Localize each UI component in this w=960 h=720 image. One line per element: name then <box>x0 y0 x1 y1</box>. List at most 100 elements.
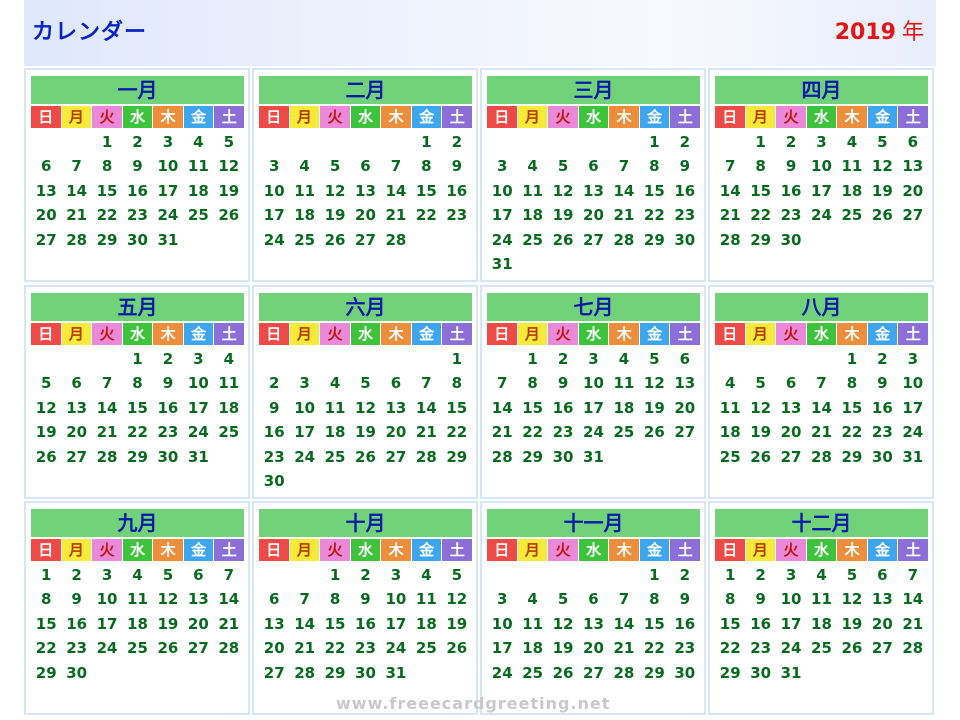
day-cell: 17 <box>902 398 924 417</box>
day-cell: 3 <box>816 133 827 151</box>
day-cell: 26 <box>355 447 376 466</box>
day-cell: 19 <box>35 423 57 442</box>
weekday-friday: 金 <box>411 539 442 561</box>
day-cell: 25 <box>841 206 863 225</box>
year-number: 2019 <box>834 20 896 45</box>
day-cell: 19 <box>841 614 863 633</box>
day-cell: 15 <box>719 614 741 633</box>
day-cell: 5 <box>557 590 569 609</box>
day-cell: 8 <box>649 157 660 176</box>
day-cell: 9 <box>755 590 766 609</box>
weekday-header-row: 日月火水木金土 <box>715 323 929 345</box>
day-cell: 7 <box>390 157 402 176</box>
day-cell: 1 <box>101 133 113 151</box>
day-cell: 14 <box>294 614 316 633</box>
empty-cell <box>350 130 380 154</box>
day-cell: 10 <box>491 614 513 633</box>
day-cell: 10 <box>385 590 407 609</box>
day-cell: 8 <box>724 590 736 609</box>
day-cell: 14 <box>385 181 407 200</box>
day-cell: 9 <box>451 157 462 176</box>
day-cell: 17 <box>157 181 179 200</box>
empty-cell <box>259 563 289 587</box>
day-cell: 28 <box>811 447 832 466</box>
day-cell: 31 <box>780 663 802 682</box>
day-cell: 22 <box>841 423 863 442</box>
day-cell: 3 <box>785 566 797 584</box>
day-cell: 27 <box>871 639 893 658</box>
day-cell: 19 <box>552 206 574 225</box>
weekday-monday: 月 <box>289 539 320 561</box>
day-grid: 1 2 3 4 5 6 7 8 9 10 11 12 13 14 15 16 17 18 19 20 21 22 23 24 2… <box>715 130 928 252</box>
day-cell: 21 <box>719 206 741 225</box>
day-cell: 18 <box>187 181 209 200</box>
weekday-thursday: 木 <box>609 539 639 561</box>
day-cell: 23 <box>780 206 802 225</box>
weekday-tuesday: 火 <box>92 539 122 561</box>
day-cell: 24 <box>811 206 832 225</box>
day-cell: 2 <box>557 350 569 368</box>
weekday-sunday: 日 <box>487 539 517 561</box>
day-cell: 23 <box>750 639 772 658</box>
weekday-saturday: 土 <box>670 539 701 561</box>
day-cell: 16 <box>871 398 893 417</box>
day-cell: 14 <box>719 181 741 200</box>
day-cell: 26 <box>324 230 346 249</box>
day-cell: 9 <box>162 374 174 393</box>
weekday-thursday: 木 <box>153 539 183 561</box>
day-cell: 27 <box>385 447 407 466</box>
day-cell: 20 <box>385 423 407 442</box>
day-cell: 29 <box>127 447 148 466</box>
day-cell: 14 <box>811 398 832 417</box>
day-cell: 8 <box>649 590 660 609</box>
empty-cell <box>487 130 517 154</box>
day-cell: 20 <box>871 614 893 633</box>
empty-cell <box>548 130 578 154</box>
day-cell: 13 <box>66 398 88 417</box>
day-cell: 3 <box>193 350 204 368</box>
empty-cell <box>259 130 289 154</box>
day-cell: 1 <box>649 133 660 151</box>
day-cell: 30 <box>674 230 696 249</box>
day-cell: 8 <box>132 374 143 393</box>
day-cell: 26 <box>750 447 772 466</box>
day-cell: 11 <box>187 157 209 176</box>
day-cell: 10 <box>583 374 604 393</box>
day-cell: 31 <box>902 447 924 466</box>
day-cell: 29 <box>643 230 665 249</box>
calendar-grid: 一月日月火水木金土 1 2 3 4 5 6 7 8 9 10 11 12 13 14 15 16 17 18 19 20… <box>24 68 936 720</box>
day-cell: 13 <box>355 181 376 200</box>
day-cell: 8 <box>527 374 538 393</box>
weekday-thursday: 木 <box>837 106 867 128</box>
weekday-tuesday: 火 <box>776 106 806 128</box>
day-grid: 1 2 3 4 5 6 7 8 9 10 11 12 13 14 15 16 17 18 19 20 21 22 23 24 2… <box>259 130 472 252</box>
day-cell: 5 <box>40 374 52 393</box>
day-cell: 14 <box>902 590 924 609</box>
weekday-header-row: 日月火水木金土 <box>487 323 701 345</box>
weekday-saturday: 土 <box>442 106 473 128</box>
weekday-thursday: 木 <box>837 323 867 345</box>
day-cell: 10 <box>491 181 513 200</box>
day-cell: 2 <box>132 133 143 151</box>
day-cell: 22 <box>750 206 772 225</box>
day-cell: 5 <box>223 133 234 151</box>
day-cell: 31 <box>583 447 604 466</box>
weekday-friday: 金 <box>183 106 214 128</box>
day-cell: 24 <box>583 423 604 442</box>
day-cell: 27 <box>780 447 802 466</box>
day-cell: 25 <box>415 639 437 658</box>
day-cell: 17 <box>187 398 209 417</box>
month-title: 二月 <box>259 76 472 104</box>
day-cell: 10 <box>780 590 802 609</box>
day-cell: 21 <box>415 423 437 442</box>
weekday-wednesday: 水 <box>578 323 609 345</box>
day-cell: 2 <box>679 566 690 584</box>
weekday-header-row: 日月火水木金土 <box>31 323 245 345</box>
day-cell: 6 <box>193 566 204 584</box>
weekday-header-row: 日月火水木金土 <box>715 106 929 128</box>
day-cell: 19 <box>643 398 665 417</box>
day-cell: 23 <box>552 423 574 442</box>
empty-cell <box>92 347 122 371</box>
weekday-saturday: 土 <box>898 539 929 561</box>
weekday-monday: 月 <box>61 323 92 345</box>
